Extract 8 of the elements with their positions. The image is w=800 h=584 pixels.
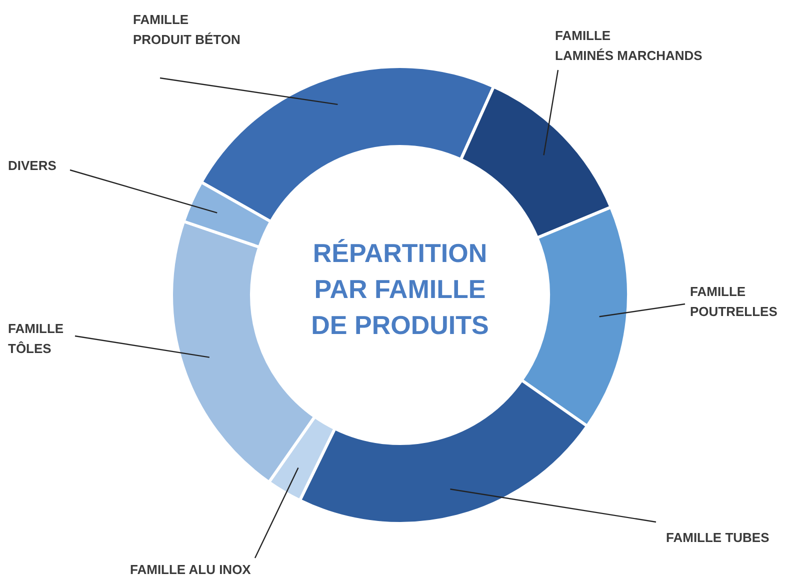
slice-label: FAMILLE PRODUIT BÉTON — [133, 12, 240, 47]
text: RÉPARTITION PAR FAMILLE DE PRODUITS — [310, 237, 490, 342]
slice-label: FAMILLE POUTRELLES — [690, 284, 778, 319]
slice-label: FAMILLE TUBES — [666, 530, 770, 545]
slice-label: DIVERS — [8, 158, 57, 173]
slice-label: FAMILLE TÔLES — [8, 321, 64, 356]
slice-label: FAMILLE ALU INOX — [130, 562, 252, 577]
slice-label: FAMILLE LAMINÉS MARCHANDS — [555, 28, 703, 63]
